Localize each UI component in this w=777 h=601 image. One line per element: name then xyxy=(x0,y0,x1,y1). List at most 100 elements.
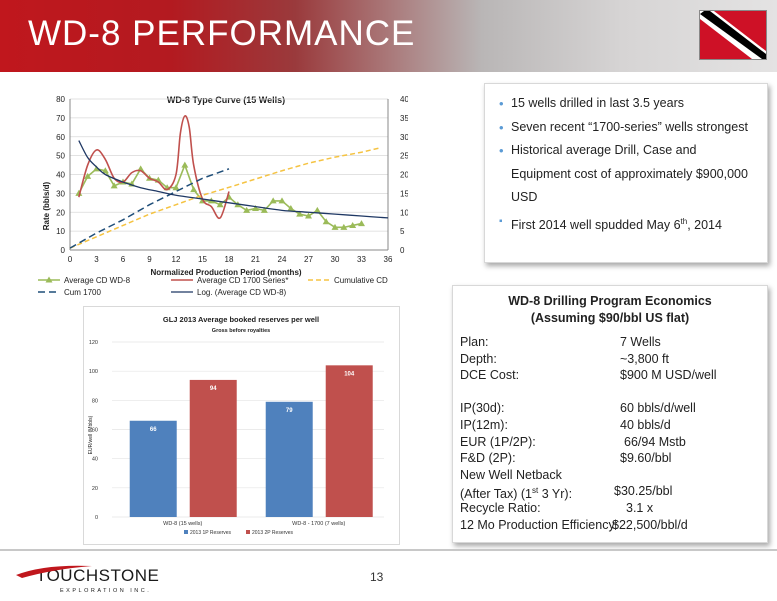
x-tick-label: 12 xyxy=(172,255,181,264)
x-tick-label: 18 xyxy=(225,255,234,264)
series-line xyxy=(78,115,230,220)
y-tick-label: 80 xyxy=(92,398,98,404)
data-point xyxy=(243,206,251,213)
x-tick-label: 33 xyxy=(357,255,366,264)
economics-label: (After Tax) (1st 3 Yr): xyxy=(460,486,573,502)
bar-value-label: 66 xyxy=(150,427,157,433)
reserves-bar-chart: GLJ 2013 Average booked reserves per wel… xyxy=(83,306,400,545)
type-curve-chart: WD-8 Type Curve (15 Wells) Rate (bbls/d)… xyxy=(16,83,409,303)
chart-title: GLJ 2013 Average booked reserves per wel… xyxy=(163,315,319,324)
x-tick-label: 9 xyxy=(147,255,152,264)
data-point xyxy=(252,204,259,211)
svg-text:EXPLORATION INC.: EXPLORATION INC. xyxy=(60,588,151,594)
series-line xyxy=(78,140,389,219)
data-point xyxy=(181,161,189,168)
bar-value-label: 104 xyxy=(344,371,355,377)
y-tick-label: 70 xyxy=(56,114,65,123)
economics-value: 7 Wells xyxy=(620,335,661,349)
economics-label: Recycle Ratio: xyxy=(460,500,541,515)
y2-tick-label: 10 xyxy=(400,208,408,217)
economics-panel: WD-8 Drilling Program Economics (Assumin… xyxy=(452,285,768,543)
data-point xyxy=(172,184,180,191)
bar xyxy=(265,401,313,517)
economics-label: Depth: xyxy=(460,351,497,366)
series-line xyxy=(69,147,380,249)
legend-swatch xyxy=(246,530,250,534)
data-point xyxy=(216,201,224,208)
page-title: WD-8 PERFORMANCE xyxy=(28,14,416,53)
legend-marker xyxy=(45,276,53,283)
economics-value: 40 bbls/d xyxy=(620,417,671,432)
bullet-dce-cost: Historical average Drill, Case and Equip… xyxy=(499,139,757,210)
page-number: 13 xyxy=(370,570,384,584)
y-tick-label: 10 xyxy=(56,227,65,236)
svg-text:TOUCHSTONE: TOUCHSTONE xyxy=(36,566,159,585)
x-tick-label: WD-8 - 1700 (7 wells) xyxy=(292,521,345,527)
economics-value: 66/94 Mstb xyxy=(624,434,686,449)
y-tick-label: 100 xyxy=(89,369,98,375)
y-tick-label: 50 xyxy=(56,152,65,161)
bullet-wells-drilled: 15 wells drilled in last 3.5 years xyxy=(499,92,757,116)
data-point xyxy=(278,197,286,204)
legend-label: 2013 2P Reserves xyxy=(252,530,294,536)
legend-label: Cum 1700 xyxy=(64,288,101,297)
y2-tick-label: 35 xyxy=(400,114,408,123)
data-point xyxy=(110,182,118,189)
highlights-list: 15 wells drilled in last 3.5 years Seven… xyxy=(485,84,767,237)
chart-title: WD-8 Type Curve (15 Wells) xyxy=(167,95,285,105)
legend-swatch xyxy=(184,530,188,534)
type-curve-svg: WD-8 Type Curve (15 Wells) Rate (bbls/d)… xyxy=(38,95,409,297)
y2-tick-label: 5 xyxy=(400,227,405,236)
legend-label: Average CD 1700 Series* xyxy=(197,276,288,285)
economics-label: New Well Netback xyxy=(460,467,562,482)
y-tick-label: 30 xyxy=(56,189,65,198)
legend-label: 2013 1P Reserves xyxy=(190,530,232,536)
chart-subtitle: Gross before royalties xyxy=(212,328,270,334)
data-point xyxy=(269,197,277,204)
y-tick-label: 0 xyxy=(95,515,98,521)
x-axis-label: Normalized Production Period (months) xyxy=(150,268,301,277)
y2-tick-label: 40 xyxy=(400,95,408,104)
legend-label: Cumulative CD xyxy=(334,276,388,285)
y2-tick-label: 25 xyxy=(400,152,408,161)
x-tick-label: 0 xyxy=(68,255,73,264)
trinidad-flag-icon xyxy=(699,10,767,60)
data-point xyxy=(296,210,304,217)
y-tick-label: 0 xyxy=(61,246,66,255)
economics-value: $9.60/bbl xyxy=(620,451,672,466)
economics-label: DCE Cost: xyxy=(460,368,520,383)
economics-value: $30.25/bbl xyxy=(614,484,673,499)
data-point xyxy=(331,223,339,230)
data-point xyxy=(322,218,330,225)
data-point xyxy=(84,172,92,179)
x-tick-label: 36 xyxy=(384,255,393,264)
data-point xyxy=(349,221,357,228)
economics-label: EUR (1P/2P): xyxy=(460,434,536,449)
economics-value: $22,500/bbl/d xyxy=(612,517,688,532)
data-point xyxy=(260,206,268,213)
y-axis-label: Rate (bbls/d) xyxy=(42,181,51,230)
legend-label: Log. (Average CD WD-8) xyxy=(197,288,287,297)
data-point xyxy=(93,165,100,172)
header-banner: WD-8 PERFORMANCE xyxy=(0,0,777,72)
touchstone-logo: TOUCHSTONE EXPLORATION INC. xyxy=(14,560,184,596)
economics-label: IP(30d): xyxy=(460,401,505,416)
data-point xyxy=(313,206,321,213)
y-tick-label: 60 xyxy=(92,428,98,434)
y2-tick-label: 15 xyxy=(400,189,408,198)
economics-value: 3.1 x xyxy=(626,500,654,515)
economics-label: IP(12m): xyxy=(460,417,508,432)
x-tick-label: 21 xyxy=(251,255,260,264)
reserves-bar-svg: GLJ 2013 Average booked reserves per wel… xyxy=(88,315,384,536)
economics-label: Plan: xyxy=(460,335,489,349)
economics-title: WD-8 Drilling Program Economics (Assumin… xyxy=(508,294,712,325)
bullet-1700-series: Seven recent “1700-series” wells stronge… xyxy=(499,116,757,140)
highlights-panel: 15 wells drilled in last 3.5 years Seven… xyxy=(484,83,768,263)
legend-label: Average CD WD-8 xyxy=(64,276,131,285)
x-tick-label: 27 xyxy=(304,255,313,264)
x-tick-label: 24 xyxy=(278,255,287,264)
x-tick-label: 6 xyxy=(121,255,126,264)
y2-tick-label: 20 xyxy=(400,171,408,180)
economics-label: 12 Mo Production Efficiency: xyxy=(460,517,619,532)
y-tick-label: 40 xyxy=(92,457,98,463)
